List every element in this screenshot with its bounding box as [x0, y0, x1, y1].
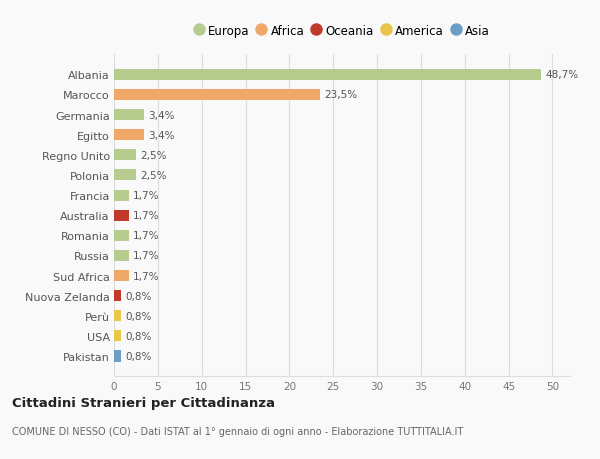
- Bar: [114, 250, 129, 262]
- Text: 3,4%: 3,4%: [148, 130, 175, 140]
- Bar: [114, 70, 541, 81]
- Text: 0,8%: 0,8%: [125, 351, 152, 361]
- Text: 1,7%: 1,7%: [133, 211, 160, 221]
- Text: 0,8%: 0,8%: [125, 291, 152, 301]
- Bar: [114, 130, 144, 141]
- Text: COMUNE DI NESSO (CO) - Dati ISTAT al 1° gennaio di ogni anno - Elaborazione TUTT: COMUNE DI NESSO (CO) - Dati ISTAT al 1° …: [12, 426, 463, 436]
- Bar: [114, 210, 129, 221]
- Text: 0,8%: 0,8%: [125, 331, 152, 341]
- Text: 1,7%: 1,7%: [133, 271, 160, 281]
- Text: 1,7%: 1,7%: [133, 190, 160, 201]
- Text: 1,7%: 1,7%: [133, 231, 160, 241]
- Text: 0,8%: 0,8%: [125, 311, 152, 321]
- Text: 2,5%: 2,5%: [140, 171, 167, 180]
- Text: Cittadini Stranieri per Cittadinanza: Cittadini Stranieri per Cittadinanza: [12, 396, 275, 409]
- Bar: [114, 270, 129, 281]
- Bar: [114, 291, 121, 302]
- Bar: [114, 170, 136, 181]
- Legend: Europa, Africa, Oceania, America, Asia: Europa, Africa, Oceania, America, Asia: [191, 22, 493, 40]
- Bar: [114, 190, 129, 201]
- Text: 2,5%: 2,5%: [140, 151, 167, 161]
- Bar: [114, 330, 121, 341]
- Text: 23,5%: 23,5%: [325, 90, 358, 100]
- Bar: [114, 110, 144, 121]
- Text: 48,7%: 48,7%: [545, 70, 578, 80]
- Bar: [114, 351, 121, 362]
- Text: 3,4%: 3,4%: [148, 110, 175, 120]
- Bar: [114, 311, 121, 322]
- Text: 1,7%: 1,7%: [133, 251, 160, 261]
- Bar: [114, 150, 136, 161]
- Bar: [114, 90, 320, 101]
- Bar: [114, 230, 129, 241]
